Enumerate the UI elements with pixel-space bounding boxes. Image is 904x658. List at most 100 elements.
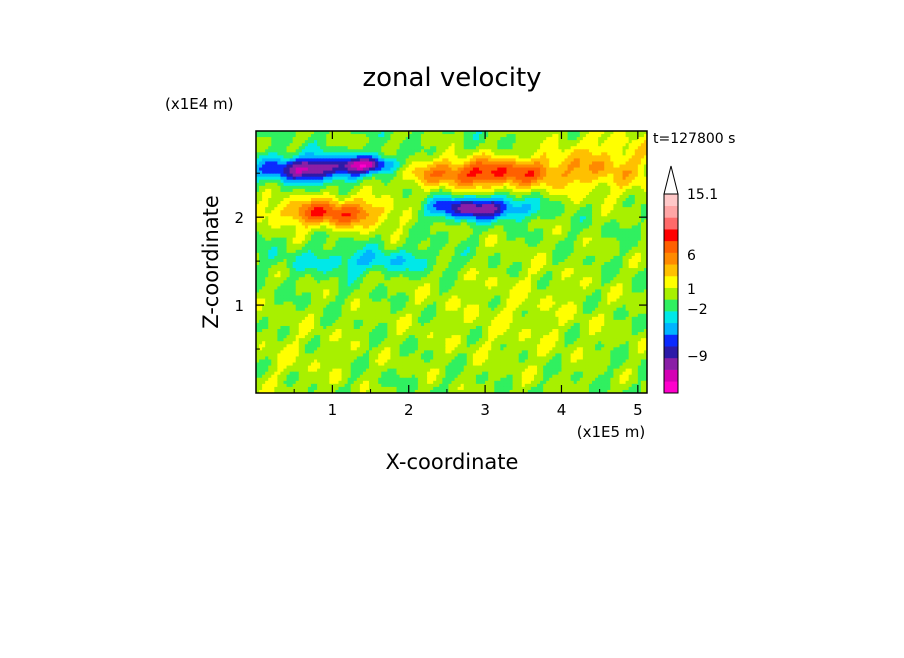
contour-cell	[460, 216, 465, 220]
contour-cell	[347, 161, 352, 166]
contour-cell	[335, 158, 340, 163]
contour-cell	[595, 198, 599, 202]
contour-cell	[488, 191, 492, 196]
contour-cell	[494, 198, 498, 202]
contour-cell	[350, 191, 355, 196]
contour-cell	[338, 152, 343, 156]
contour-cell	[384, 188, 388, 193]
contour-cell	[301, 213, 306, 217]
contour-cell	[533, 237, 538, 242]
contour-cell	[323, 167, 327, 172]
contour-cell	[399, 146, 404, 150]
contour-cell	[353, 155, 358, 160]
contour-cell	[570, 161, 575, 166]
contour-cell	[436, 231, 440, 236]
contour-cell	[640, 204, 645, 208]
contour-cell	[384, 143, 388, 147]
contour-cell	[607, 219, 611, 223]
contour-cell	[469, 219, 474, 223]
contour-cell	[579, 246, 584, 251]
contour-cell	[365, 161, 370, 166]
contour-cell	[573, 179, 578, 184]
contour-cell	[451, 222, 456, 227]
contour-cell	[417, 143, 422, 147]
contour-cell	[326, 131, 330, 135]
contour-cell	[369, 222, 373, 227]
contour-cell	[622, 198, 627, 202]
contour-cell	[390, 161, 395, 166]
contour-cell	[628, 222, 633, 227]
contour-cell	[274, 188, 278, 193]
contour-cell	[506, 225, 511, 230]
contour-cell	[515, 173, 520, 178]
contour-cell	[369, 155, 373, 160]
contour-cell	[310, 167, 315, 172]
contour-cell	[424, 222, 428, 227]
contour-cell	[518, 155, 523, 160]
contour-cell	[500, 167, 505, 172]
contour-cell	[341, 237, 346, 242]
contour-cell	[289, 152, 294, 156]
contour-cell	[582, 152, 587, 156]
contour-cell	[344, 240, 349, 245]
contour-cell	[341, 191, 346, 196]
contour-cell	[558, 134, 563, 138]
contour-cell	[332, 222, 337, 227]
contour-cell	[475, 161, 480, 166]
contour-cell	[399, 201, 404, 205]
contour-cell	[362, 240, 367, 245]
contour-cell	[564, 207, 569, 211]
contour-cell	[442, 140, 446, 144]
contour-cell	[472, 155, 477, 160]
contour-cell	[390, 216, 395, 220]
contour-cell	[359, 182, 364, 187]
contour-cell	[384, 228, 388, 233]
contour-cell	[326, 167, 330, 172]
contour-cell	[512, 185, 517, 190]
contour-cell	[469, 134, 474, 138]
contour-cell	[396, 182, 401, 187]
contour-cell	[387, 179, 391, 184]
contour-cell	[598, 204, 602, 208]
contour-cell	[277, 234, 282, 239]
contour-cell	[598, 198, 602, 202]
contour-cell	[393, 225, 398, 230]
contour-cell	[527, 140, 532, 144]
contour-cell	[546, 137, 550, 141]
contour-cell	[256, 219, 260, 223]
contour-cell	[619, 219, 624, 223]
contour-cell	[323, 240, 327, 245]
contour-cell	[262, 213, 266, 217]
contour-cell	[307, 152, 312, 156]
contour-cell	[592, 167, 596, 172]
contour-cell	[442, 194, 446, 199]
contour-cell	[506, 210, 511, 214]
contour-cell	[610, 188, 614, 193]
contour-cell	[478, 231, 483, 236]
contour-cell	[396, 158, 401, 163]
contour-cell	[402, 134, 407, 138]
contour-cell	[622, 146, 627, 150]
contour-cell	[417, 137, 422, 141]
contour-cell	[640, 167, 645, 172]
contour-cell	[378, 194, 382, 199]
contour-cell	[265, 158, 269, 163]
contour-cell	[277, 182, 282, 187]
contour-cell	[491, 137, 495, 141]
contour-cell	[326, 185, 330, 190]
contour-cell	[317, 246, 321, 251]
contour-cell	[530, 143, 535, 147]
contour-cell	[607, 140, 611, 144]
contour-cell	[561, 198, 566, 202]
contour-cell	[628, 210, 633, 214]
contour-cell	[372, 240, 376, 245]
contour-cell	[314, 143, 318, 147]
contour-cell	[262, 234, 266, 239]
contour-cell	[460, 161, 465, 166]
contour-cell	[387, 213, 391, 217]
contour-cell	[295, 194, 300, 199]
contour-cell	[338, 219, 343, 223]
contour-cell	[515, 170, 520, 175]
contour-cell	[445, 237, 450, 242]
contour-cell	[372, 143, 376, 147]
